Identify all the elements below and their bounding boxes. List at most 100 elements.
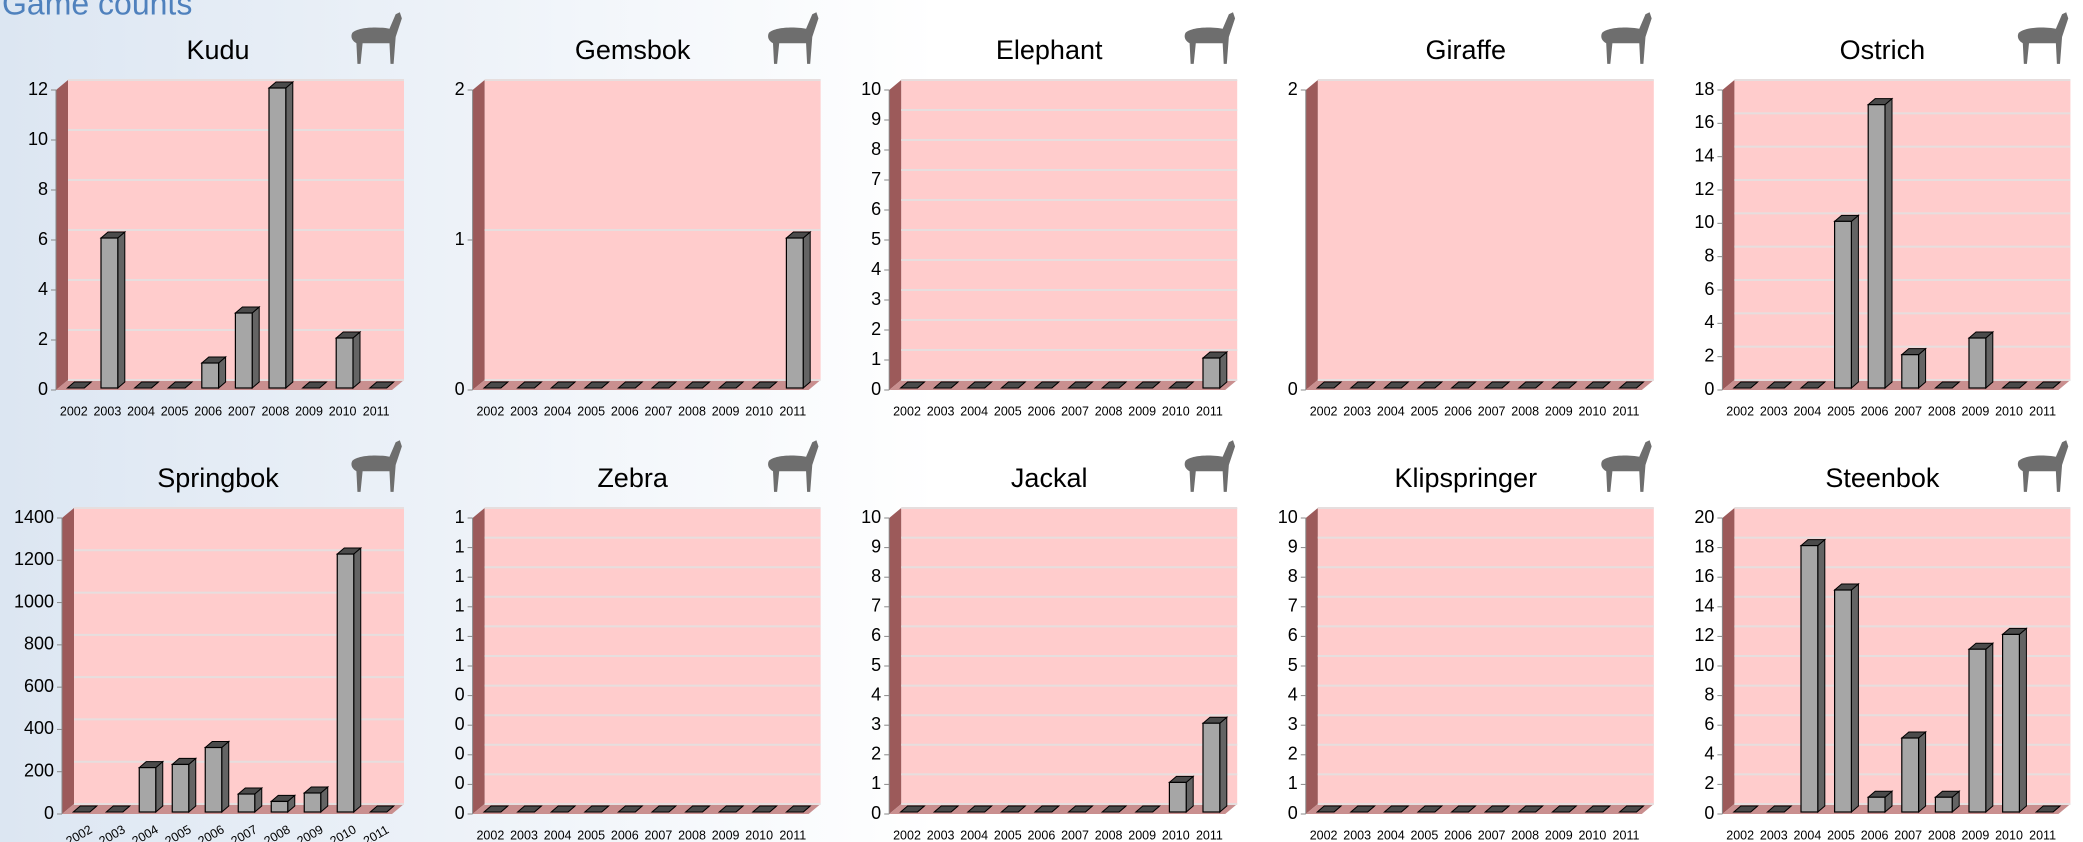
bar-top [1000,381,1027,389]
y-tick-label: 10 [28,129,48,149]
y-tick-label: 1 [871,773,881,793]
x-tick-label: 2011 [1196,404,1223,418]
chart-panel: Klipspringer 0 1 2 3 4 5 6 7 8 9 10 2002 2003 2004 2005… [1278,440,1654,842]
bar [1867,104,1886,389]
x-tick-label: 2007 [1894,828,1922,842]
x-tick-label: 2005 [577,828,605,842]
x-tick-label: 2011 [2029,404,2056,418]
chart-title: Zebra [597,463,669,493]
bar-top [1483,805,1511,813]
y-tick-label: 6 [1288,625,1298,645]
x-tick-label: 2010 [1578,828,1606,842]
x-tick-label: 2009 [1545,404,1573,418]
x-tick-label: 2008 [261,404,289,418]
x-tick-label: 2009 [295,404,323,418]
x-tick-label: 2006 [611,828,639,842]
x-tick-label: 2011 [2029,828,2056,842]
chart-title: Steenbok [1825,463,1940,493]
bar-top [1766,381,1793,389]
bar [204,746,223,813]
x-tick-label: 2005 [994,404,1022,418]
x-tick-label: 2003 [927,404,955,418]
y-tick-label: 3 [1288,714,1298,734]
x-tick-label: 2002 [476,404,504,418]
y-tick-label: 10 [1278,507,1298,527]
x-tick-label: 2009 [1128,828,1156,842]
y-tick-label: 20 [1694,507,1714,527]
x-tick-label: 2008 [678,404,706,418]
y-tick-label: 1200 [14,549,54,569]
y-tick-label: 8 [871,566,881,586]
bar-top [1517,381,1544,389]
bar-side [1918,730,1927,814]
x-tick-label: 2003 [1760,828,1788,842]
bar-top [1383,805,1410,813]
bar [1968,648,1987,813]
x-tick-label: 2004 [1377,404,1405,418]
x-tick-label: 2006 [1861,828,1889,842]
x-tick-label: 2010 [329,404,357,418]
bar-top [516,381,543,389]
side-wall [889,508,902,814]
bar-top [899,381,926,389]
x-tick-label: 2004 [1793,404,1821,418]
bar-top [1450,381,1477,389]
y-tick-label: 6 [871,625,881,645]
x-tick-label: 2002 [1726,404,1754,418]
bar [270,800,289,813]
chart-panel: Ostrich 0 2 4 6 8 10 12 14 16 18 2002 2003 2004 2005 20… [1694,12,2071,418]
chart-panel: Jackal 0 1 2 3 4 5 6 7 8 9 10 2002 2003 2004 2005 2006 20… [861,440,1238,842]
y-tick-label: 0 [871,803,881,823]
side-wall [56,80,68,390]
chart-title: Ostrich [1840,35,1926,65]
x-tick-label: 2002 [476,828,504,842]
y-tick-label: 2 [1704,345,1714,365]
y-tick-label: 1 [455,566,465,586]
y-tick-label: 0 [871,379,881,399]
bar-top [785,805,812,813]
bar-top [1618,805,1645,813]
bar-top [1551,805,1578,813]
bar-side [802,230,811,390]
y-tick-label: 9 [1288,536,1298,556]
chart-title: Giraffe [1426,35,1507,65]
bar [1901,737,1920,813]
bar [1833,220,1852,389]
y-tick-label: 2 [871,319,881,339]
bar-top [684,381,711,389]
bar-top [368,805,396,813]
y-tick-label: 4 [1704,312,1714,332]
y-tick-label: 2 [1288,744,1298,764]
side-wall [472,508,485,814]
x-tick-label: 2005 [1410,828,1438,842]
y-tick-label: 0 [455,714,465,734]
x-tick-label: 2004 [544,404,572,418]
x-tick-label: 2006 [1027,404,1055,418]
bar-top [966,381,993,389]
chart-title: Gemsbok [575,35,691,65]
bar [1168,781,1187,813]
bar [1800,544,1819,813]
y-tick-label: 12 [1694,625,1714,645]
x-tick-label: 2006 [611,404,639,418]
bar [171,763,190,813]
y-tick-label: 6 [38,229,48,249]
bar-side [2018,627,2027,814]
chart-panel: Gemsbok 0 1 2 2002 2003 2004 2005 2006 2007 2008 20… [455,12,821,418]
x-tick-label: 2008 [1928,828,1956,842]
x-tick-label: 2004 [544,828,572,842]
side-wall [62,508,74,814]
bar-side [1850,582,1859,814]
bar-top [549,381,577,389]
bar-top [1732,805,1759,813]
y-tick-label: 7 [871,169,881,189]
bar [268,87,287,389]
x-tick-label: 2004 [1793,828,1821,842]
side-wall [1722,80,1735,390]
y-tick-label: 0 [455,684,465,704]
bar-top [1416,805,1444,813]
y-tick-label: 1 [455,229,465,249]
x-tick-label: 2007 [644,828,672,842]
x-tick-label: 2007 [228,404,256,418]
bar-top [932,805,960,813]
